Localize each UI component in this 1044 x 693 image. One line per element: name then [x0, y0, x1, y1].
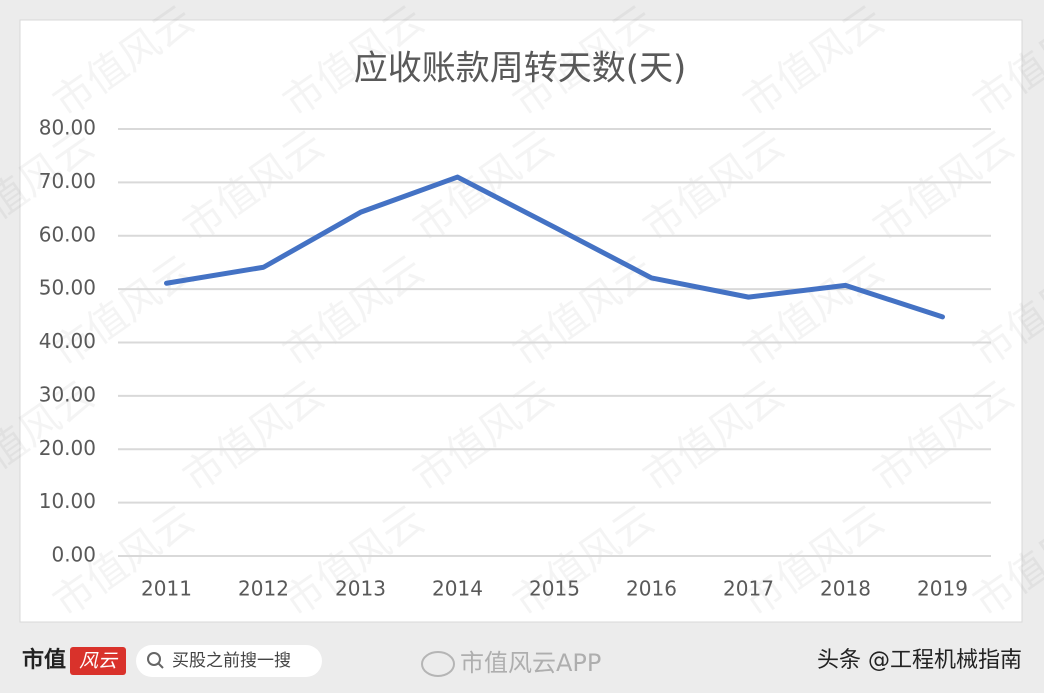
y-tick-label: 80.00 — [39, 116, 96, 140]
plot: 0.00 10.00 20.00 30.00 40.00 50.00 60.00 70.00 8… — [39, 116, 991, 601]
y-tick-label: 0.00 — [51, 543, 96, 567]
search-icon — [147, 652, 161, 666]
x-tick-label: 2018 — [820, 577, 871, 601]
search-icon — [157, 662, 164, 669]
y-tick-label: 30.00 — [39, 382, 96, 406]
weibo-icon — [421, 651, 455, 677]
y-tick-label: 60.00 — [39, 222, 96, 246]
x-tick-label: 2014 — [432, 577, 483, 601]
y-tick-label: 40.00 — [39, 329, 96, 353]
x-tick-label: 2016 — [626, 577, 677, 601]
brand-logo: 风云 — [79, 650, 119, 672]
y-tick-label: 50.00 — [39, 276, 96, 300]
x-tick-label: 2011 — [141, 577, 192, 601]
source: 头条 @工程机械指南 — [817, 648, 1022, 673]
x-tick-label: 2015 — [529, 577, 580, 601]
x-tick-label: 2019 — [917, 577, 968, 601]
line-series — [164, 174, 945, 320]
x-tick-label: 2017 — [723, 577, 774, 601]
brand-logo-box — [70, 647, 126, 675]
chart-title: 应收账款周转天数(天) — [354, 49, 687, 89]
y-tick-label: 10.00 — [39, 489, 96, 513]
search-box[interactable] — [136, 645, 322, 677]
y-tick-label: 20.00 — [39, 436, 96, 460]
brand: 市值 — [22, 647, 66, 673]
x-tick-label: 2012 — [238, 577, 289, 601]
weibo-handle: 市值风云APP — [460, 649, 601, 677]
search-text[interactable]: 买股之前搜一搜 — [172, 651, 291, 671]
chart-area — [19, 19, 1023, 623]
y-tick-label: 70.00 — [39, 169, 96, 193]
x-tick-label: 2013 — [335, 577, 386, 601]
